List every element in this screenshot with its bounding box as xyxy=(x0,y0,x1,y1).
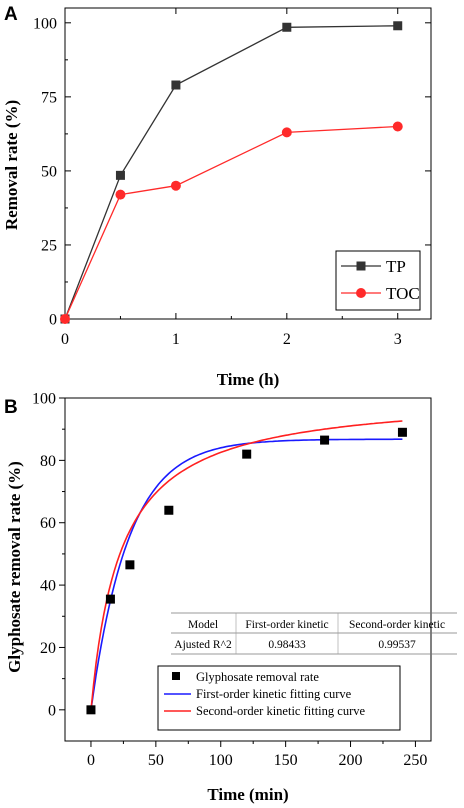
chart-b-x-tick-label: 150 xyxy=(274,752,298,769)
chart-b-x-tick-label: 200 xyxy=(339,752,363,769)
glyphosate-data-point xyxy=(242,449,252,459)
series-toc-point xyxy=(281,127,292,138)
series-tp-point xyxy=(171,80,181,90)
chart-a-frame xyxy=(64,7,432,320)
fit-table-row-label: Ajusted R^2 xyxy=(174,639,232,651)
glyphosate-data-point xyxy=(164,505,174,515)
chart-a-y-tick-label: 100 xyxy=(33,15,57,32)
glyphosate-data-point xyxy=(105,594,115,604)
chart-a-x-tick-label: 2 xyxy=(283,331,291,348)
chart-a-y-tick-label: 50 xyxy=(41,163,57,180)
chart-a-legend: TP TOC xyxy=(335,250,421,311)
panel-b-label: B xyxy=(4,397,18,418)
legend-glyphosate-marker xyxy=(172,672,180,680)
series-toc-point xyxy=(60,314,70,324)
chart-b-legend-box xyxy=(157,665,401,731)
chart-a: 0 1 2 3 0 25 50 75 100 Time (h) Removal rate (%)… xyxy=(2,7,432,389)
legend-first-order-label: First-order kinetic fitting curve xyxy=(196,687,352,701)
legend-second-order-label: Second-order kinetic fitting curve xyxy=(196,704,365,718)
chart-a-y-tick-label: 0 xyxy=(49,312,57,329)
chart-b-y-tick-label: 60 xyxy=(40,515,56,532)
panel-a-label: A xyxy=(4,4,18,25)
chart-b: 0 50 100 150 200 250 0 20 40 60 80 100 Time (min) G… xyxy=(5,391,457,804)
chart-a-legend-box xyxy=(335,250,421,311)
series-toc-point xyxy=(170,180,181,191)
legend-glyphosate-label: Glyphosate removal rate xyxy=(196,670,319,684)
chart-b-x-tick-label: 50 xyxy=(148,752,164,769)
glyphosate-data-point xyxy=(125,560,135,570)
glyphosate-data-point xyxy=(86,705,96,715)
chart-a-y-tick-label: 25 xyxy=(41,237,57,254)
fit-table-header-second-order: Second-order kinetic xyxy=(349,619,445,631)
chart-a-x-tick-label: 0 xyxy=(61,331,69,348)
chart-b-x-axis-label: Time (min) xyxy=(207,785,288,804)
chart-b-x-tick-label: 100 xyxy=(209,752,233,769)
fit-table-first-order-r2: 0.98433 xyxy=(268,639,306,651)
legend-toc-marker xyxy=(356,288,366,298)
fit-table-second-order-r2: 0.99537 xyxy=(378,639,416,651)
series-tp-point xyxy=(115,170,125,180)
fit-table-header-first-order: First-order kinetic xyxy=(245,619,328,631)
glyphosate-data-point xyxy=(397,427,407,437)
legend-toc-label: TOC xyxy=(386,284,420,303)
series-toc-point xyxy=(392,121,403,132)
fit-table-header-model: Model xyxy=(188,619,218,631)
chart-b-y-tick-label: 100 xyxy=(32,391,56,408)
legend-tp-label: TP xyxy=(386,257,406,276)
chart-b-x-tick-label: 250 xyxy=(403,752,427,769)
chart-a-x-tick-label: 1 xyxy=(172,331,180,348)
chart-b-y-tick-label: 0 xyxy=(48,702,56,719)
chart-a-x-axis-label: Time (h) xyxy=(217,370,280,389)
chart-a-x-tick-label: 3 xyxy=(394,331,402,348)
chart-b-y-tick-label: 40 xyxy=(40,578,56,595)
second-order-fit-curve xyxy=(90,420,403,710)
glyphosate-data-point xyxy=(320,435,330,445)
chart-b-x-tick-label: 0 xyxy=(87,752,95,769)
chart-b-y-tick-label: 20 xyxy=(40,640,56,657)
chart-a-y-tick-label: 75 xyxy=(41,89,57,106)
chart-b-frame xyxy=(64,397,432,742)
series-tp-point xyxy=(282,22,292,32)
series-tp-point xyxy=(393,21,403,31)
fit-table: Model First-order kinetic Second-order k… xyxy=(171,612,457,655)
chart-a-y-axis-label: Removal rate (%) xyxy=(2,100,21,230)
legend-tp-marker xyxy=(356,261,366,271)
chart-b-y-axis-label: Glyphosate removal rate (%) xyxy=(5,461,24,673)
chart-b-y-tick-label: 80 xyxy=(40,453,56,470)
series-toc-point xyxy=(115,189,126,200)
chart-b-legend: Glyphosate removal rate First-order kine… xyxy=(157,665,401,731)
